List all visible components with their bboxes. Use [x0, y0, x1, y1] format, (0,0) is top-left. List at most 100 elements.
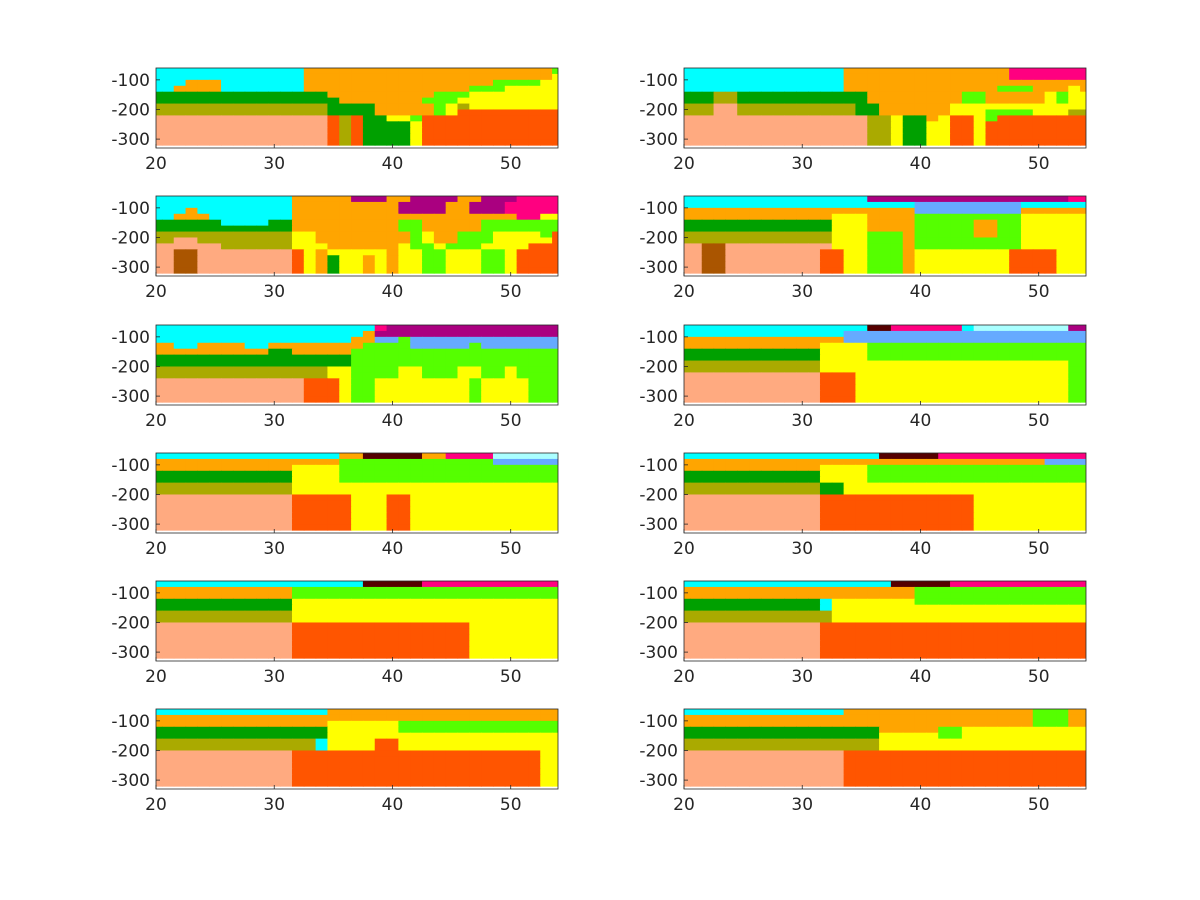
- heatmap-cell: [303, 622, 317, 630]
- heatmap-cell: [410, 458, 423, 466]
- heatmap-cell: [684, 372, 691, 379]
- heatmap-cell: [209, 68, 222, 75]
- heatmap-cell: [784, 500, 797, 507]
- heatmap-cell: [879, 225, 892, 233]
- heatmap-cell: [961, 453, 975, 460]
- heatmap-cell: [374, 115, 388, 122]
- heatmap-cell: [843, 610, 857, 618]
- heatmap-cell: [516, 342, 530, 350]
- heatmap-cell: [808, 470, 821, 478]
- heatmap-cell: [796, 592, 809, 600]
- heatmap-cell: [772, 360, 786, 368]
- heatmap-cell: [173, 330, 187, 338]
- heatmap-cell: [161, 518, 175, 525]
- heatmap-cell: [433, 127, 447, 134]
- heatmap-cell: [362, 73, 376, 81]
- heatmap-cell: [819, 464, 833, 472]
- heatmap-cell: [232, 518, 246, 525]
- heatmap-cell: [351, 714, 364, 722]
- heatmap-cell: [410, 512, 423, 519]
- heatmap-cell: [221, 121, 234, 128]
- heatmap-cell: [268, 458, 281, 466]
- heatmap-cell: [902, 348, 916, 356]
- heatmap-cell: [1068, 366, 1081, 374]
- heatmap-cell: [961, 512, 975, 519]
- heatmap-cell: [914, 488, 927, 496]
- heatmap-cell: [831, 85, 845, 93]
- heatmap-cell: [1056, 396, 1069, 403]
- heatmap-cell: [914, 470, 927, 478]
- heatmap-cell: [528, 366, 541, 374]
- heatmap-cell: [386, 488, 399, 496]
- heatmap-cell: [772, 73, 786, 81]
- heatmap-cell: [445, 750, 459, 758]
- heatmap-cell: [961, 261, 975, 268]
- heatmap-cell: [985, 243, 998, 250]
- heatmap-cell: [713, 79, 726, 87]
- heatmap-cell: [374, 616, 388, 624]
- heatmap-cell: [973, 378, 987, 385]
- heatmap-cell: [689, 500, 703, 507]
- heatmap-cell: [914, 201, 927, 209]
- heatmap-cell: [256, 640, 269, 647]
- heatmap-cell: [232, 139, 246, 146]
- heatmap-cell: [481, 366, 494, 374]
- heatmap-cell: [173, 121, 187, 128]
- heatmap-cell: [303, 127, 317, 134]
- heatmap-cell: [516, 243, 530, 250]
- heatmap-cell: [173, 336, 187, 344]
- heatmap-cell: [221, 518, 234, 525]
- heatmap-cell: [492, 453, 506, 460]
- heatmap-cell: [327, 720, 340, 728]
- heatmap-cell: [469, 366, 482, 374]
- heatmap-cell: [197, 213, 210, 221]
- heatmap-cell: [950, 139, 963, 146]
- heatmap-cell: [528, 372, 541, 379]
- heatmap-cell: [528, 390, 541, 397]
- heatmap-cell: [303, 628, 317, 635]
- heatmap-cell: [819, 506, 833, 513]
- heatmap-cell: [684, 453, 691, 460]
- heatmap-cell: [528, 103, 541, 111]
- heatmap-cell: [351, 109, 364, 117]
- y-tick-label: -100: [639, 71, 678, 91]
- heatmap-cell: [961, 524, 975, 531]
- heatmap-cell: [481, 592, 494, 600]
- heatmap-cell: [808, 354, 821, 362]
- axes-frame: [683, 452, 1087, 534]
- heatmap-cell: [303, 482, 317, 490]
- heatmap-cell: [819, 109, 833, 117]
- heatmap-cell: [410, 196, 423, 203]
- heatmap-cell: [843, 109, 857, 117]
- heatmap-cell: [232, 115, 246, 122]
- heatmap-cell: [772, 390, 786, 397]
- heatmap-cell: [445, 616, 459, 624]
- heatmap-cell: [327, 709, 340, 716]
- heatmap-cell: [997, 581, 1010, 588]
- heatmap-cell: [552, 464, 558, 472]
- heatmap-cell: [327, 354, 340, 362]
- heatmap-cell: [867, 453, 880, 460]
- heatmap-cell: [280, 488, 293, 496]
- heatmap-cell: [327, 506, 340, 513]
- heatmap-cell: [516, 73, 530, 81]
- heatmap-cell: [528, 396, 541, 403]
- heatmap-cell: [938, 598, 951, 606]
- heatmap-cell: [1056, 506, 1069, 513]
- heatmap-cell: [244, 616, 258, 624]
- heatmap-cell: [504, 336, 518, 344]
- heatmap-cell: [504, 604, 518, 612]
- heatmap-cell: [831, 476, 845, 484]
- heatmap-cell: [1032, 581, 1046, 588]
- heatmap-cell: [492, 91, 506, 99]
- heatmap-cell: [540, 378, 553, 385]
- heatmap-cell: [749, 249, 762, 256]
- heatmap-cell: [737, 196, 750, 203]
- heatmap-cell: [843, 390, 857, 397]
- heatmap-cell: [398, 378, 411, 385]
- heatmap-cell: [713, 109, 726, 117]
- heatmap-cell: [1068, 581, 1081, 588]
- heatmap-cell: [422, 646, 435, 653]
- heatmap-cell: [221, 225, 234, 233]
- heatmap-cell: [303, 732, 317, 740]
